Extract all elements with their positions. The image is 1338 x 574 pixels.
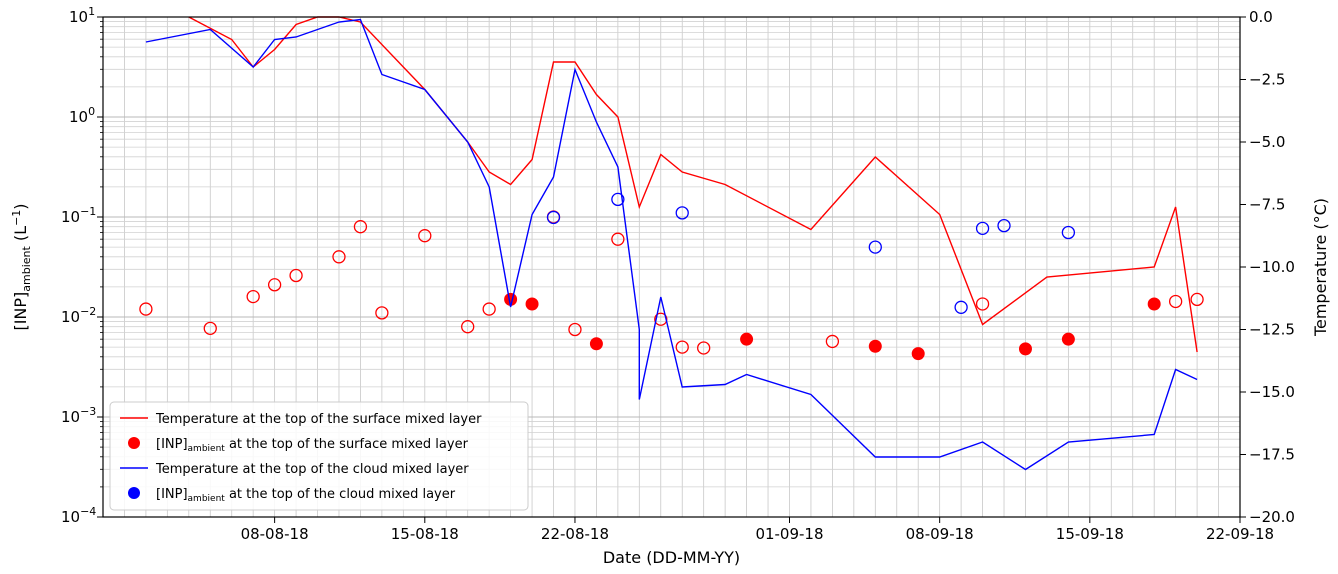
legend-box [109,401,529,511]
y-right-tick-label: −10.0 [1249,258,1295,276]
data-point-filled [740,332,754,346]
y-right-tick-label: −15.0 [1249,383,1295,401]
data-point-open [954,300,968,314]
data-point-open [568,322,582,337]
data-point-open [975,297,990,311]
x-tick-label: 15-08-18 [391,525,459,543]
y-left-tick-label: 10−1 [61,205,96,226]
y-right-tick-label: −7.5 [1249,196,1285,214]
data-point-filled [589,337,603,351]
data-point-open [482,302,496,316]
data-point-open [868,240,882,254]
data-point-open [611,232,625,246]
data-point-open [267,278,282,292]
legend-label: Temperature at the top of the cloud mixe… [155,462,469,477]
x-axis-title: Date (DD-MM-YY) [603,548,740,567]
data-point-open [675,206,689,220]
x-tick-label: 08-09-18 [906,525,974,543]
legend-label: [INP]ambient at the top of the cloud mix… [156,487,456,504]
data-point-open [203,321,217,336]
data-point-filled [525,297,539,311]
data-point-open [1061,225,1076,240]
data-point-filled [1018,342,1032,356]
data-point-open [975,221,990,236]
legend-dot-swatch [128,487,140,499]
legend-dot-swatch [128,437,140,449]
y-left-tick-label: 101 [69,5,95,26]
y-left-tick-label: 100 [69,105,95,126]
data-point-open [418,229,432,243]
data-point-open [1168,294,1183,309]
data-point-open [825,334,840,349]
data-point-filled [911,347,925,361]
data-point-open [289,268,303,283]
data-point-open [353,220,368,234]
data-point-open [1190,292,1204,307]
y-right-tick-label: −2.5 [1249,71,1285,89]
data-point-open [611,192,625,207]
y-left-tick-label: 10−4 [61,505,96,526]
y-right-tick-label: 0.0 [1249,8,1273,26]
data-point-open [246,289,260,304]
axes: 08-08-18 15-08-18 22-08-18 01-09-18 08-09-18… [10,5,1330,567]
y-right-tick-label: −20.0 [1249,508,1295,526]
series-layer [139,16,1204,471]
data-point-open [546,210,561,225]
series-line [188,16,1198,353]
x-tick-label: 22-09-18 [1206,525,1274,543]
x-tick-label: 08-08-18 [241,525,309,543]
data-point-open [461,320,475,334]
x-tick-label: 22-08-18 [541,525,609,543]
data-point-filled [1061,332,1075,346]
y-left-tick-label: 10−3 [61,405,96,426]
y-left-axis-title: [INP]ambient (L−1) [10,203,33,330]
data-point-open [697,341,711,355]
data-point-open [332,250,346,264]
data-point-open [675,340,689,354]
data-point-filled [1147,297,1161,311]
y-right-tick-label: −17.5 [1249,446,1295,464]
data-point-open [139,302,153,316]
legend-label: Temperature at the top of the surface mi… [155,412,482,427]
x-tick-label: 01-09-18 [755,525,823,543]
data-point-open [375,306,389,320]
x-tick-label: 15-09-18 [1056,525,1124,543]
series-line [145,18,1198,471]
legend-label: [INP]ambient at the top of the surface m… [156,437,469,454]
data-point-filled [868,339,882,353]
y-right-tick-label: −5.0 [1249,133,1285,151]
y-left-tick-label: 10−2 [61,305,96,326]
data-point-open [997,218,1011,233]
y-right-tick-label: −12.5 [1249,321,1295,339]
y-right-axis-title: Temperature (°C) [1311,198,1330,337]
legend: Temperature at the top of the surface mi… [109,401,529,511]
